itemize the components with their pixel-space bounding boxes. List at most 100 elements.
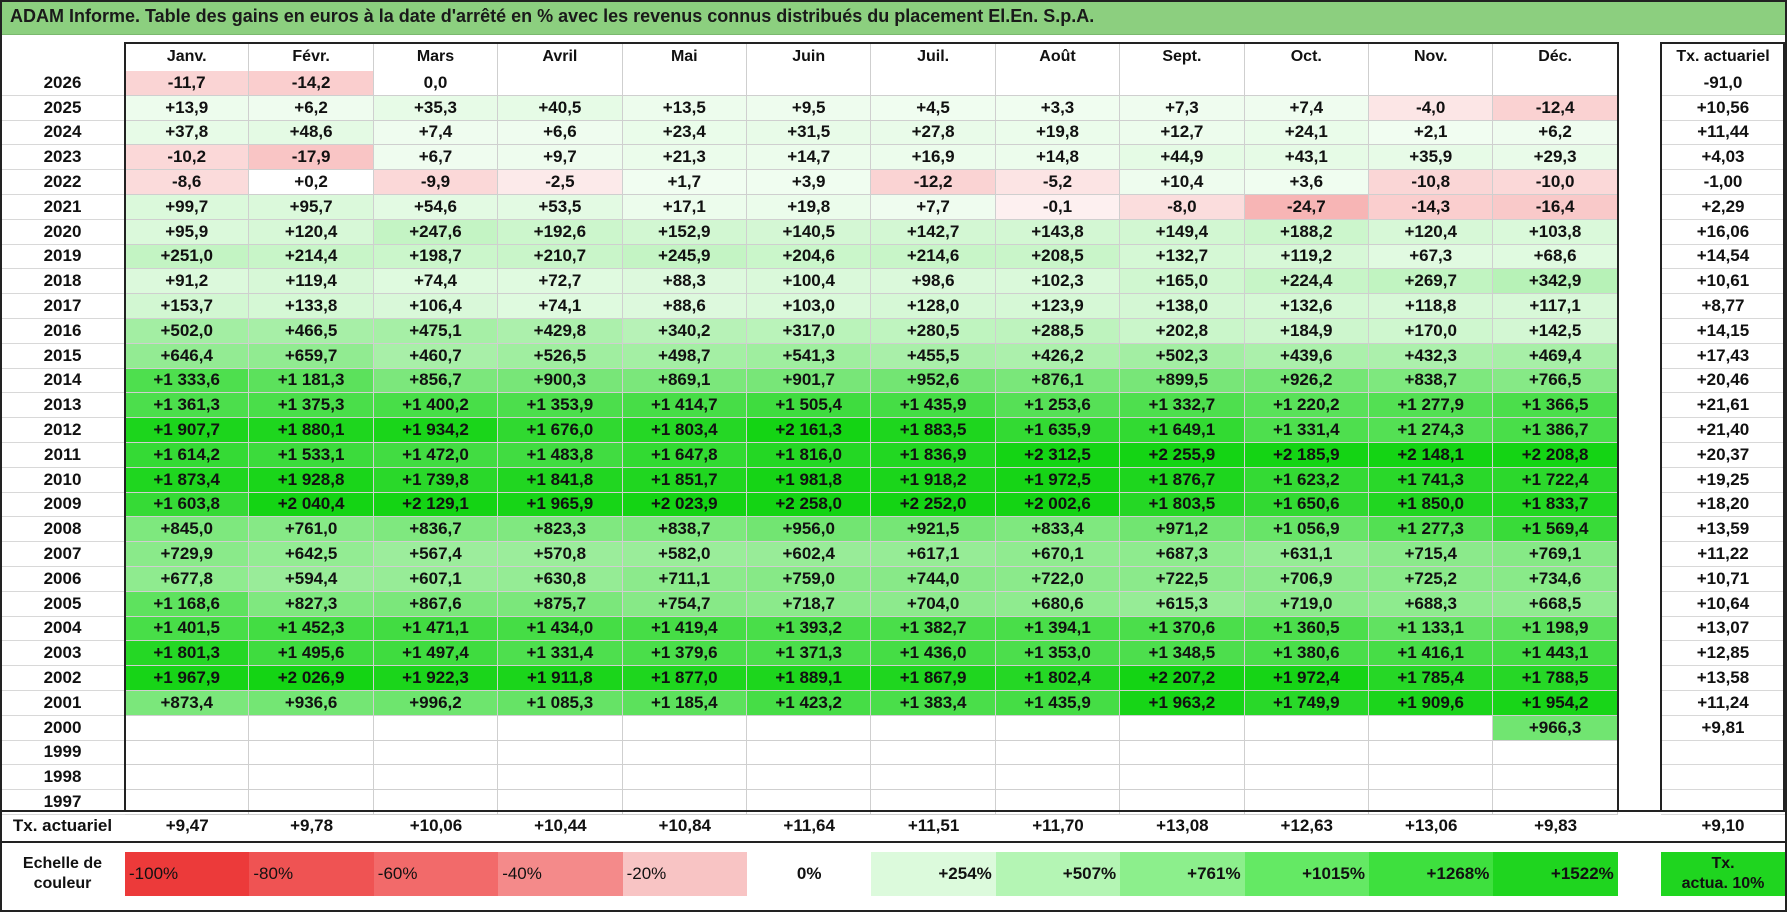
legend-swatch: +254% xyxy=(871,852,996,896)
year-label: 2011 xyxy=(0,443,125,468)
table-cell: +594,4 xyxy=(249,567,374,592)
table-cell: +845,0 xyxy=(125,517,250,543)
table-cell: +340,2 xyxy=(622,319,747,344)
table-cell: +617,1 xyxy=(871,542,996,567)
column-header: Févr. xyxy=(249,43,374,71)
table-cell: +54,6 xyxy=(373,195,499,220)
year-label: 2018 xyxy=(0,269,125,295)
table-cell: +1 650,6 xyxy=(1244,492,1369,518)
column-header: Juin xyxy=(747,43,872,71)
table-cell: +956,0 xyxy=(747,517,872,543)
table-cell: +1 850,0 xyxy=(1369,492,1494,518)
footer-cell: +11,64 xyxy=(783,816,835,835)
table-cell: +1 851,7 xyxy=(622,467,747,493)
table-cell: +996,2 xyxy=(373,691,499,716)
table-cell: +29,3 xyxy=(1493,145,1618,171)
table-cell: +1 934,2 xyxy=(373,418,499,443)
table-cell: +1 803,4 xyxy=(622,418,747,443)
table-cell: +1 277,9 xyxy=(1369,393,1494,419)
table-cell: +921,5 xyxy=(871,517,996,543)
footer-cell: +9,78 xyxy=(290,816,334,835)
table-cell: +2 026,9 xyxy=(249,666,374,691)
tx-actuariel-cell: +13,58 xyxy=(1661,666,1785,691)
table-cell xyxy=(747,71,872,96)
table-cell: +1 416,1 xyxy=(1369,641,1494,667)
footer-cell: +10,84 xyxy=(658,816,712,835)
tx-actuariel-cell: -1,00 xyxy=(1661,170,1785,195)
tx-actuariel-cell: +20,46 xyxy=(1661,369,1785,394)
table-cell: +288,5 xyxy=(995,319,1121,344)
table-cell: +2 185,9 xyxy=(1244,443,1369,468)
table-cell: +2 002,6 xyxy=(995,492,1121,518)
table-cell: +214,4 xyxy=(249,244,374,270)
table-cell: +687,3 xyxy=(1120,542,1245,567)
table-cell: +729,9 xyxy=(125,542,250,567)
legend-label-line1: Echelle de xyxy=(22,855,103,872)
table-cell: +1 434,0 xyxy=(498,616,623,642)
table-cell: +27,8 xyxy=(871,120,996,146)
table-cell: +873,4 xyxy=(125,691,250,716)
table-cell: +1 867,9 xyxy=(871,666,996,691)
table-cell: +469,4 xyxy=(1493,343,1618,369)
tx-actuariel-cell: +13,59 xyxy=(1661,517,1785,543)
table-cell: +429,8 xyxy=(498,319,623,344)
table-cell: +120,4 xyxy=(249,219,374,245)
table-cell: +1 880,1 xyxy=(249,418,374,443)
table-cell: +24,1 xyxy=(1244,120,1369,146)
table-cell: +98,6 xyxy=(871,269,996,295)
table-cell: +1 452,3 xyxy=(249,616,374,642)
table-cell xyxy=(622,740,747,766)
table-cell: +1 676,0 xyxy=(498,418,623,443)
table-cell xyxy=(871,71,996,96)
year-label: 2005 xyxy=(0,592,125,617)
table-cell: +6,6 xyxy=(498,120,623,146)
table-cell: +132,7 xyxy=(1120,244,1245,270)
table-cell: +1 274,3 xyxy=(1369,418,1494,443)
year-label: 1998 xyxy=(0,765,125,791)
tx-actuariel-cell: +12,85 xyxy=(1661,641,1785,667)
table-cell: -10,0 xyxy=(1493,170,1618,195)
table-cell: +1 394,1 xyxy=(995,616,1121,642)
table-cell: +567,4 xyxy=(373,542,499,567)
table-cell: +466,5 xyxy=(249,319,374,344)
table-cell: +1 382,7 xyxy=(871,616,996,642)
table-cell: +119,4 xyxy=(249,269,374,295)
table-cell: +1 333,6 xyxy=(125,368,250,394)
table-cell xyxy=(1369,71,1494,96)
table-cell: +132,6 xyxy=(1244,294,1369,319)
table-cell: +13,9 xyxy=(125,95,250,121)
table-cell: +582,0 xyxy=(622,542,747,567)
table-cell: +138,0 xyxy=(1120,294,1245,319)
table-cell: +823,3 xyxy=(498,517,623,543)
table-cell xyxy=(1120,740,1245,766)
table-cell: +198,7 xyxy=(373,244,499,270)
table-cell: +245,9 xyxy=(622,244,747,270)
table-cell: +119,2 xyxy=(1244,244,1369,270)
table-cell: +153,7 xyxy=(125,294,250,319)
table-cell: -17,9 xyxy=(249,145,374,171)
table-cell: +7,7 xyxy=(871,195,996,220)
table-cell: +827,3 xyxy=(249,591,374,617)
table-cell: +74,4 xyxy=(373,269,499,295)
table-cell xyxy=(373,715,499,741)
table-cell: +1 471,1 xyxy=(373,616,499,642)
table-cell: +1 873,4 xyxy=(125,467,250,493)
table-cell: -24,7 xyxy=(1244,195,1369,220)
legend-swatch: +1522% xyxy=(1493,852,1618,896)
table-cell: +2 208,8 xyxy=(1493,443,1618,468)
table-cell: +2 255,9 xyxy=(1120,443,1245,468)
table-cell: +2 258,0 xyxy=(747,492,872,518)
table-cell: 0,0 xyxy=(373,71,499,96)
tx-actuariel-cell: +10,64 xyxy=(1661,592,1785,617)
tx-actuariel-cell: +18,20 xyxy=(1661,493,1785,518)
tx-actuariel-cell xyxy=(1661,765,1785,791)
footer-cell: +10,44 xyxy=(534,816,587,835)
table-cell: +1 739,8 xyxy=(373,467,499,493)
table-cell: -11,7 xyxy=(125,71,250,96)
table-cell: +706,9 xyxy=(1244,567,1369,592)
table-cell: +734,6 xyxy=(1493,567,1618,592)
table-cell: -12,2 xyxy=(871,170,996,195)
table-cell: +1 497,4 xyxy=(373,641,499,667)
table-cell: +1 889,1 xyxy=(747,666,872,691)
table-cell: +35,9 xyxy=(1369,145,1494,171)
